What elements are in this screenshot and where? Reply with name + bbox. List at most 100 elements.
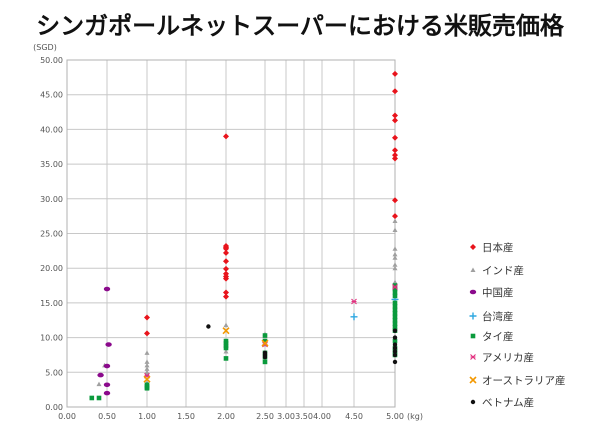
data-point — [96, 381, 102, 387]
legend-label-5: アメリカ産 — [482, 351, 534, 364]
legend-label-3: 台湾産 — [482, 310, 514, 323]
data-point — [144, 314, 150, 321]
data-point — [392, 317, 398, 323]
legend-marker-5 — [470, 354, 476, 360]
data-point — [103, 363, 111, 369]
legend-label-6: オーストラリア産 — [482, 374, 565, 387]
data-point — [392, 286, 398, 292]
data-point — [144, 359, 150, 364]
data-point — [392, 284, 398, 290]
data-point — [392, 262, 398, 267]
y-tick-label: 10.00 — [40, 334, 63, 343]
data-point — [262, 333, 268, 338]
y-tick-label: 5.00 — [45, 368, 63, 377]
x-tick-label: 0.00 — [58, 412, 76, 421]
data-point — [223, 289, 229, 296]
data-point — [144, 330, 150, 337]
data-point — [392, 338, 398, 344]
y-tick-label: 50.00 — [40, 56, 63, 65]
chart-title: シンガポールネットスーパーにおける米販売価格 — [36, 12, 564, 40]
data-point — [223, 356, 229, 361]
data-point — [392, 345, 398, 351]
legend-marker-7 — [470, 399, 476, 405]
data-point — [144, 350, 150, 355]
data-point — [223, 345, 229, 351]
y-tick-label: 0.00 — [45, 403, 63, 412]
x-tick-label: 1.00 — [138, 412, 156, 421]
data-point — [392, 321, 398, 327]
data-point — [392, 88, 398, 95]
data-point — [223, 245, 229, 252]
data-point — [103, 286, 111, 292]
data-point — [392, 70, 398, 77]
series-5 — [144, 284, 398, 379]
x-tick-label: 0.50 — [98, 412, 116, 421]
y-tick-label: 25.00 — [40, 230, 63, 239]
data-point — [392, 213, 398, 220]
legend-marker-4 — [470, 333, 476, 339]
series-2 — [97, 286, 112, 396]
data-point — [392, 251, 398, 257]
data-point — [392, 246, 398, 251]
data-point — [392, 155, 398, 162]
x-tick-label: 2.50 — [256, 412, 274, 421]
data-point — [144, 385, 150, 391]
data-point — [223, 265, 229, 272]
data-point — [223, 275, 229, 282]
data-point — [103, 390, 111, 396]
data-point — [206, 324, 211, 329]
data-point — [262, 354, 268, 360]
series-7 — [206, 324, 398, 365]
data-point — [143, 375, 151, 383]
y-tick-label: 15.00 — [40, 299, 63, 308]
x-tick-label: 4.00 — [313, 412, 331, 421]
data-point — [89, 395, 95, 401]
data-point — [392, 147, 398, 154]
data-point — [223, 258, 229, 265]
data-point — [223, 340, 229, 346]
data-point — [351, 298, 357, 305]
data-point — [262, 359, 268, 365]
y-tick-label: 20.00 — [40, 264, 63, 273]
data-point — [392, 227, 398, 233]
data-point — [144, 362, 150, 368]
legend-marker-1 — [470, 267, 476, 272]
data-point — [223, 133, 229, 140]
data-point — [392, 293, 398, 299]
data-point — [392, 112, 398, 119]
x-tick-label: 2.00 — [217, 412, 235, 421]
data-point — [262, 338, 268, 344]
legend-label-2: 中国産 — [482, 286, 514, 299]
data-point — [392, 314, 398, 320]
data-point — [392, 134, 398, 141]
data-point — [223, 249, 229, 256]
data-point — [392, 328, 398, 333]
plot-border — [66, 59, 396, 408]
data-point — [222, 327, 230, 335]
data-point — [392, 304, 398, 309]
legend-marker-6 — [469, 376, 477, 384]
legend-marker-2 — [469, 289, 477, 295]
x-axis-label: (kg) — [407, 412, 423, 421]
data-point — [392, 283, 398, 288]
data-point — [223, 322, 229, 328]
series-4 — [89, 283, 398, 401]
data-point — [392, 255, 398, 260]
x-tick-label: 3.00 — [277, 412, 295, 421]
data-point — [392, 218, 398, 224]
data-point — [392, 352, 398, 358]
legend-label-0: 日本産 — [482, 241, 514, 254]
data-point — [392, 290, 398, 295]
x-tick-label: 1.50 — [177, 412, 195, 421]
data-point — [105, 342, 112, 347]
y-tick-label: 45.00 — [40, 91, 63, 100]
data-point — [392, 265, 398, 271]
legend-marker-0 — [470, 244, 476, 250]
data-point — [392, 311, 398, 316]
x-tick-label: 4.50 — [345, 412, 363, 421]
data-point — [350, 313, 358, 321]
x-tick-label: 3.50 — [295, 412, 313, 421]
data-point — [223, 348, 229, 354]
